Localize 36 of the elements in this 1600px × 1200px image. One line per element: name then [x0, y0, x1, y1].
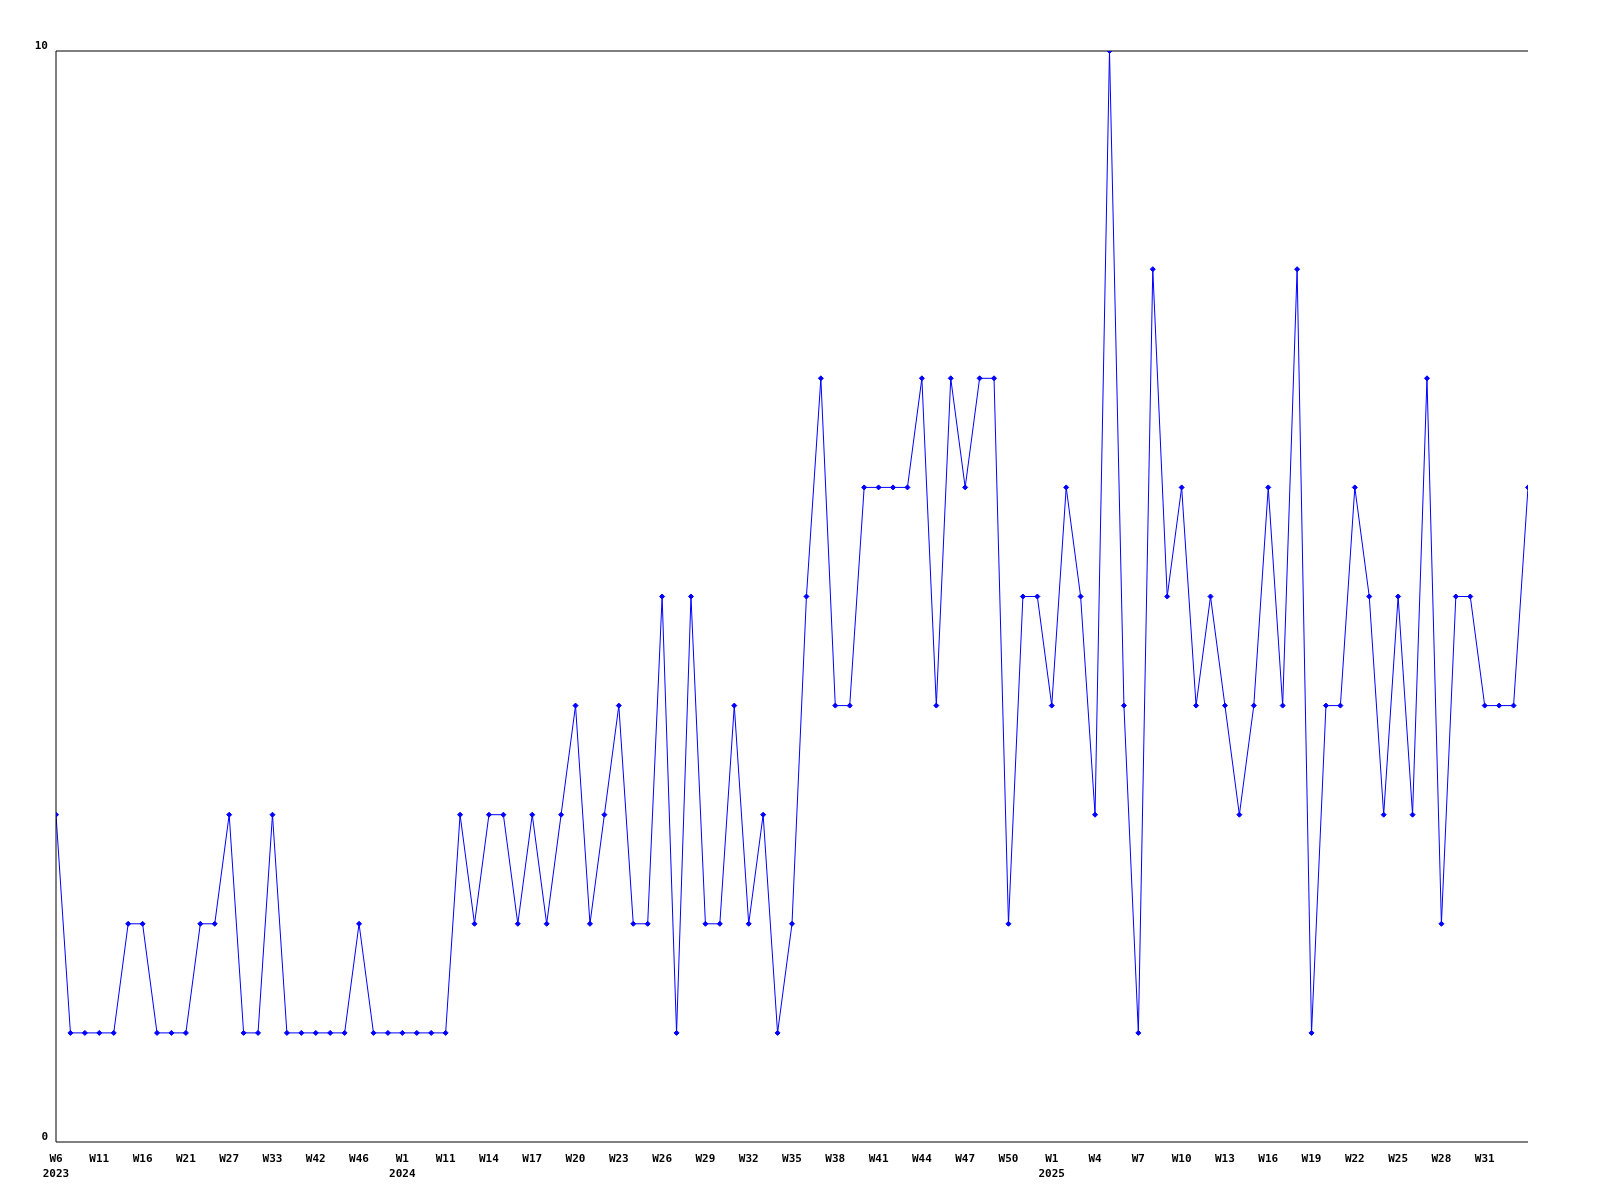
x-tick-label: W20 [565, 1152, 586, 1165]
x-tick-label: W4 [1088, 1152, 1103, 1165]
x-tick-label: W33 [262, 1152, 283, 1165]
x-tick-label: W28 [1431, 1152, 1452, 1165]
x-tick-label: W11 [89, 1152, 110, 1165]
x-tick-label: W26 [652, 1152, 673, 1165]
x-tick-label: W42 [305, 1152, 326, 1165]
x-tick-label: W29 [695, 1152, 716, 1165]
y-tick-label: 0 [41, 1129, 48, 1143]
x-tick-label: W44 [911, 1152, 933, 1165]
x-tick-label: W23 [608, 1152, 629, 1165]
x-tick-label: W19 [1301, 1152, 1322, 1165]
x-tick-label: W16 [132, 1152, 153, 1165]
x-tick-label: W22 [1344, 1152, 1365, 1165]
x-tick-label: W17 [522, 1152, 543, 1165]
x-tick-label: W50 [998, 1152, 1019, 1165]
y-tick-label: 10 [34, 38, 48, 52]
x-tick-label: W21 [175, 1152, 197, 1165]
x-tick-label: W16 [1258, 1152, 1279, 1165]
x-tick-label: W35 [782, 1152, 802, 1165]
x-tick-label: W6 2023 [42, 1152, 70, 1180]
x-tick-label: W7 [1131, 1152, 1145, 1165]
x-tick-label: W27 [219, 1152, 240, 1165]
x-tick-label: W13 [1215, 1152, 1235, 1165]
x-tick-label: W41 [868, 1152, 889, 1165]
x-tick-label: W47 [955, 1152, 976, 1165]
x-tick-label: W38 [825, 1152, 846, 1165]
x-tick-label: W11 [435, 1152, 456, 1165]
x-tick-label: W25 [1388, 1152, 1409, 1165]
x-tick-label: W10 [1171, 1152, 1192, 1165]
x-tick-label: W32 [738, 1152, 759, 1165]
x-tick-label: W46 [349, 1152, 370, 1165]
x-tick-label: W1 2025 [1038, 1152, 1066, 1180]
x-tick-label: W1 2024 [389, 1152, 416, 1180]
x-tick-label: W31 [1474, 1152, 1496, 1165]
x-tick-label: W14 [479, 1152, 500, 1165]
